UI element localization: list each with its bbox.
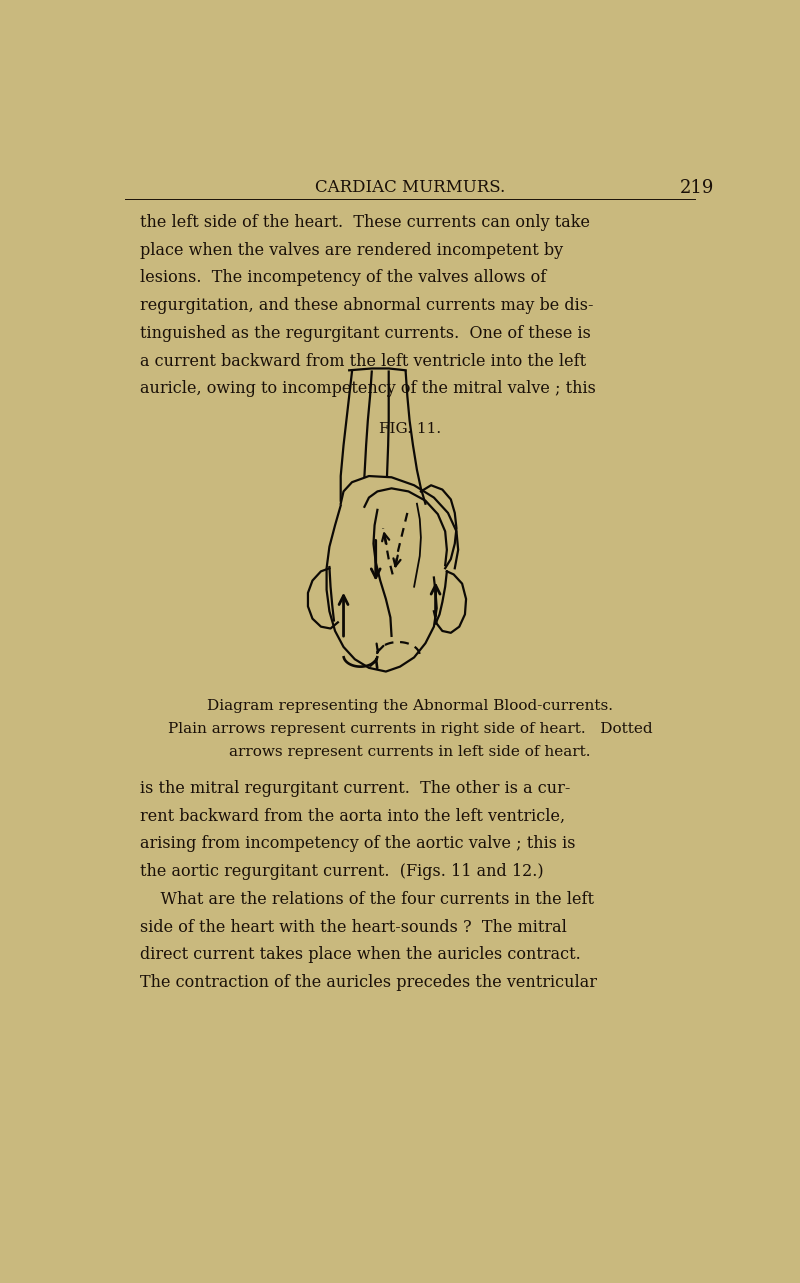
Text: The contraction of the auricles precedes the ventricular: The contraction of the auricles precedes… — [140, 974, 598, 990]
Text: the aortic regurgitant current.  (Figs. 11 and 12.): the aortic regurgitant current. (Figs. 1… — [140, 863, 544, 880]
Text: FIG. 11.: FIG. 11. — [379, 422, 441, 436]
Text: Plain arrows represent currents in right side of heart.   Dotted: Plain arrows represent currents in right… — [168, 722, 652, 736]
Text: arrows represent currents in left side of heart.: arrows represent currents in left side o… — [230, 745, 590, 760]
Text: 219: 219 — [680, 178, 714, 196]
Text: side of the heart with the heart-sounds ?  The mitral: side of the heart with the heart-sounds … — [140, 919, 567, 935]
Text: Diagram representing the Abnormal Blood-currents.: Diagram representing the Abnormal Blood-… — [207, 699, 613, 713]
Text: place when the valves are rendered incompetent by: place when the valves are rendered incom… — [140, 241, 563, 259]
Text: a current backward from the left ventricle into the left: a current backward from the left ventric… — [140, 353, 586, 370]
Text: CARDIAC MURMURS.: CARDIAC MURMURS. — [315, 178, 505, 195]
Text: auricle, owing to incompetency of the mitral valve ; this: auricle, owing to incompetency of the mi… — [140, 380, 596, 398]
Text: rent backward from the aorta into the left ventricle,: rent backward from the aorta into the le… — [140, 808, 566, 825]
Text: tinguished as the regurgitant currents.  One of these is: tinguished as the regurgitant currents. … — [140, 325, 591, 341]
Text: direct current takes place when the auricles contract.: direct current takes place when the auri… — [140, 947, 581, 964]
Text: lesions.  The incompetency of the valves allows of: lesions. The incompetency of the valves … — [140, 269, 546, 286]
Text: What are the relations of the four currents in the left: What are the relations of the four curre… — [140, 890, 594, 908]
Text: arising from incompetency of the aortic valve ; this is: arising from incompetency of the aortic … — [140, 835, 576, 852]
Text: the left side of the heart.  These currents can only take: the left side of the heart. These curren… — [140, 214, 590, 231]
Text: regurgitation, and these abnormal currents may be dis-: regurgitation, and these abnormal curren… — [140, 298, 594, 314]
Text: is the mitral regurgitant current.  The other is a cur-: is the mitral regurgitant current. The o… — [140, 780, 570, 797]
